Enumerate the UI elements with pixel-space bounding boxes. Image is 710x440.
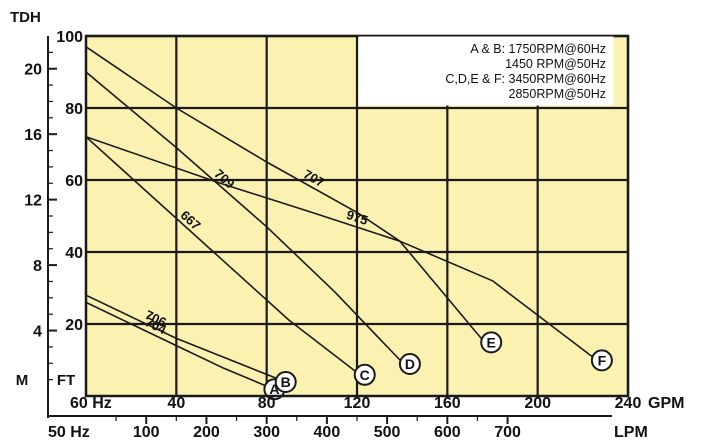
x-axis-unit-gpm: GPM (648, 395, 684, 412)
y-axis-meters-tick-label: 16 (24, 127, 42, 144)
pump-curve-706 (85, 294, 276, 379)
x-axis-lpm-tick-label: 300 (253, 424, 280, 440)
x-axis-freq-60hz: 60 Hz (70, 395, 112, 412)
x-axis-lpm-tick-label: 600 (434, 424, 461, 440)
y-axis-feet-tick-label: 100 (56, 29, 83, 46)
x-axis-gpm-tick-label: 160 (434, 395, 461, 412)
endpoint-marker-C (353, 363, 376, 386)
endpoint-label-F: F (598, 352, 607, 368)
y-axis-meters-tick-label: 12 (24, 193, 42, 210)
endpoint-marker-E (480, 331, 503, 354)
endpoint-marker-F (590, 349, 613, 372)
endpoint-label-E: E (487, 334, 496, 350)
pump-curve-704 (85, 301, 265, 386)
y-axis-unit-ft: FT (57, 372, 75, 389)
x-axis-lpm-tick-label: 500 (374, 424, 401, 440)
legend-line-4: 2850RPM@50Hz (509, 87, 606, 101)
legend: A & B: 1750RPM@60Hz 1450 RPM@50Hz C,D,E … (358, 36, 614, 106)
x-axis-gpm-tick-label: 80 (258, 395, 276, 412)
legend-line-2: 1450 RPM@50Hz (505, 57, 606, 71)
y-axis-title-tdh: TDH (10, 9, 41, 26)
x-axis-gpm-tick-label: 240 (615, 395, 642, 412)
legend-background (358, 36, 614, 106)
y-axis-feet-tick-label: 40 (65, 245, 83, 262)
plot-border (84, 34, 630, 398)
x-axis-lpm-tick-label: 700 (494, 424, 521, 440)
pump-curve-707 (85, 46, 482, 339)
endpoint-label-C: C (360, 367, 370, 383)
axes: 4 8 12 16 20 20 40 60 80 100 40 80 120 160 200 240 100 20… (24, 29, 641, 440)
endpoint-label-B: B (281, 374, 291, 390)
y-axis-feet-tick-label: 60 (65, 173, 83, 190)
x-axis-lpm-tick-label: 100 (133, 424, 160, 440)
x-axis-lpm-tick-label: 200 (193, 424, 220, 440)
pump-curve-975 (85, 136, 593, 358)
x-axis-lpm-tick-label: 400 (314, 424, 341, 440)
pump-curve-667 (85, 136, 356, 372)
y-axis-feet-tick-label: 20 (65, 317, 83, 334)
x-axis-gpm-tick-label: 120 (344, 395, 371, 412)
legend-line-1: A & B: 1750RPM@60Hz (470, 42, 606, 56)
x-axis-gpm-tick-label: 200 (524, 395, 551, 412)
endpoint-label-D: D (405, 356, 415, 372)
y-axis-meters-tick-label: 20 (24, 62, 42, 79)
pump-curve-709 (85, 71, 401, 361)
y-axis-unit-m: M (16, 372, 29, 389)
curve-label-975: 975 (345, 207, 370, 228)
y-axis-meters-tick-label: 8 (33, 258, 42, 275)
x-axis-gpm-tick-label: 40 (167, 395, 185, 412)
y-axis-feet-tick-label: 80 (65, 101, 83, 118)
endpoint-marker-D (398, 353, 421, 375)
legend-line-3: C,D,E & F: 3450RPM@60Hz (445, 72, 606, 86)
x-axis-unit-lpm: LPM (614, 424, 648, 440)
endpoint-label-A: A (269, 381, 279, 397)
endpoint-marker-B (274, 371, 297, 393)
x-axis-freq-50hz: 50 Hz (48, 424, 90, 440)
y-axis-meters-tick-label: 4 (33, 324, 42, 341)
